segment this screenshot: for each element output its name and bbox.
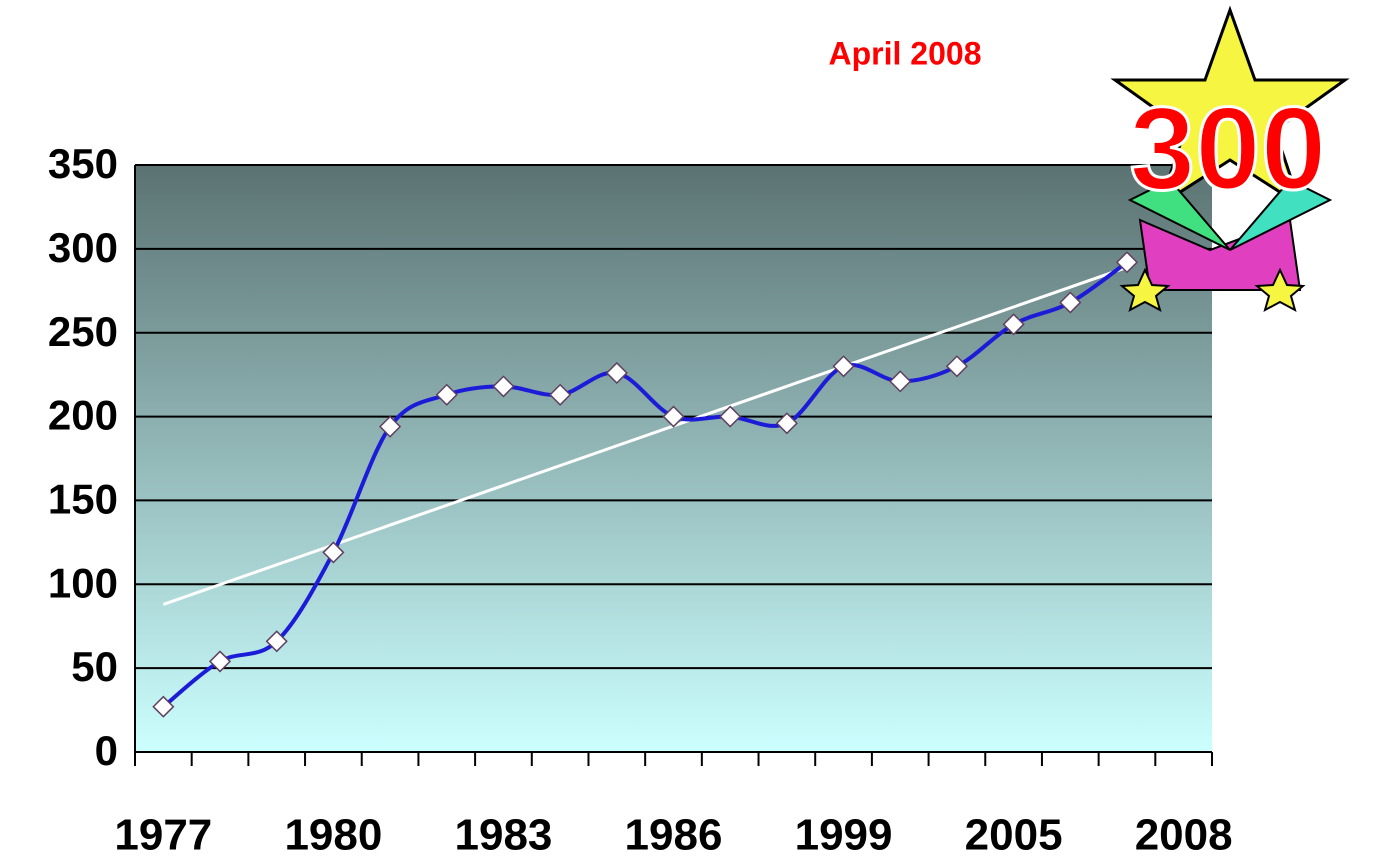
y-tick-label: 300: [48, 224, 118, 271]
plot-area: [135, 165, 1212, 752]
badge-text: 300: [1130, 83, 1327, 215]
x-tick-label: 2008: [1135, 811, 1233, 860]
y-tick-label: 50: [71, 643, 118, 690]
y-tick-label: 150: [48, 476, 118, 523]
chart: 0 50 100 150 200 250 300 350 1977 1980 1983 1986 199…: [0, 0, 1397, 867]
x-tick-label: 1999: [795, 811, 893, 860]
x-tick-label: 1986: [625, 811, 723, 860]
y-tick-label: 350: [48, 140, 118, 187]
y-tick-label: 100: [48, 559, 118, 606]
x-tick-label: 1980: [284, 811, 382, 860]
x-tick-label: 2005: [965, 811, 1063, 860]
y-tick-label: 200: [48, 392, 118, 439]
y-tick-label: 0: [95, 727, 118, 774]
y-tick-label: 250: [48, 308, 118, 355]
x-tick-label: 1977: [114, 811, 212, 860]
x-tick-label: 1983: [455, 811, 553, 860]
date-annotation: April 2008: [829, 35, 982, 71]
